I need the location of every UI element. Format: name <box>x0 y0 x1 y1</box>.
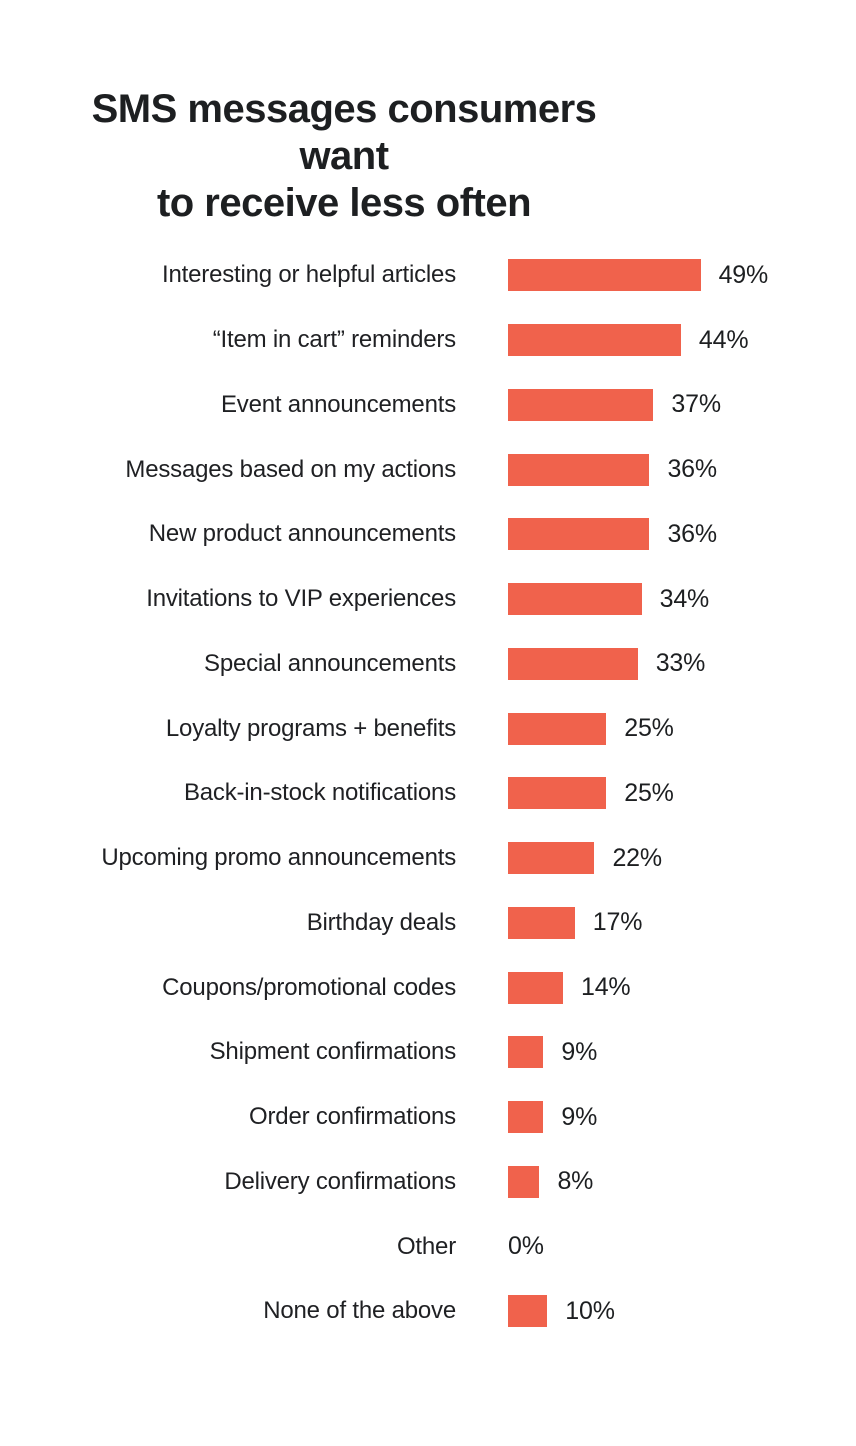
chart-row: None of the above 10% <box>0 1279 856 1344</box>
chart-row: Loyalty programs + benefits 25% <box>0 696 856 761</box>
bar <box>508 777 607 810</box>
chart-row: Shipment confirmations 9% <box>0 1020 856 1085</box>
bar <box>508 712 607 745</box>
bar <box>508 1036 544 1069</box>
bar-zone: 9% <box>508 1036 598 1069</box>
value-label: 9% <box>561 1037 598 1066</box>
bar-zone: 22% <box>508 842 662 875</box>
chart-row: Back-in-stock notifications 25% <box>0 761 856 826</box>
category-label: Other <box>396 1232 456 1260</box>
bar <box>508 971 564 1004</box>
value-label: 37% <box>671 390 721 419</box>
chart-row: Coupons/promotional codes 14% <box>0 955 856 1020</box>
value-label: 44% <box>698 325 749 354</box>
chart-title-line2: to receive less often <box>156 181 532 225</box>
chart-row: New product announcements 36% <box>0 502 856 567</box>
value-label: 10% <box>565 1296 615 1325</box>
value-label: 36% <box>667 519 717 548</box>
value-label: 25% <box>624 778 674 807</box>
category-label: Event announcements <box>220 390 456 418</box>
category-label: Coupons/promotional codes <box>162 973 456 1001</box>
category-label: Interesting or helpful articles <box>162 261 456 289</box>
bar <box>508 906 575 939</box>
chart-row: Birthday deals 17% <box>0 891 856 956</box>
chart-row: Order confirmations 9% <box>0 1085 856 1150</box>
category-label: “Item in cart” reminders <box>212 326 456 354</box>
category-label: None of the above <box>263 1297 456 1325</box>
bar-zone: 25% <box>508 712 674 745</box>
chart-row: “Item in cart” reminders 44% <box>0 308 856 373</box>
chart-row: Messages based on my actions 36% <box>0 437 856 502</box>
chart-row: Upcoming promo announcements 22% <box>0 826 856 891</box>
bar-zone: 25% <box>508 777 674 810</box>
category-label: Back-in-stock notifications <box>183 779 456 807</box>
bar <box>508 583 642 616</box>
category-label: Birthday deals <box>306 908 456 936</box>
value-label: 49% <box>718 260 769 289</box>
bar-zone: 9% <box>508 1101 598 1134</box>
value-label: 34% <box>659 584 710 613</box>
bar <box>508 1165 540 1198</box>
value-label: 14% <box>581 973 631 1002</box>
bar-zone: 17% <box>508 906 643 939</box>
value-label: 33% <box>655 649 706 678</box>
chart-row: Interesting or helpful articles 49% <box>0 243 856 308</box>
category-label: Shipment confirmations <box>209 1038 457 1066</box>
chart-title-line1: SMS messages consumers want <box>91 87 597 178</box>
chart-row: Delivery confirmations 8% <box>0 1150 856 1215</box>
chart-row: Special announcements 33% <box>0 632 856 697</box>
bar-zone: 10% <box>508 1295 615 1328</box>
bar-zone: 36% <box>508 453 717 486</box>
bar-zone: 14% <box>508 971 631 1004</box>
category-label: Messages based on my actions <box>125 455 456 483</box>
bar <box>508 1101 544 1134</box>
bar-zone: 8% <box>508 1165 594 1198</box>
bar <box>508 259 701 292</box>
bar <box>508 842 595 875</box>
chart-row: Other 0% <box>0 1214 856 1279</box>
bar-zone: 36% <box>508 518 717 551</box>
bar-zone: 49% <box>508 259 769 292</box>
bar <box>508 1295 548 1328</box>
value-label: 17% <box>592 908 643 937</box>
value-label: 25% <box>624 714 674 743</box>
bar <box>508 388 654 421</box>
chart-row: Invitations to VIP experiences 34% <box>0 567 856 632</box>
category-label: Invitations to VIP experiences <box>146 585 456 613</box>
value-label: 0% <box>508 1232 544 1261</box>
chart-title: SMS messages consumers want to receive l… <box>64 86 624 227</box>
category-label: New product announcements <box>148 520 456 548</box>
value-label: 8% <box>557 1167 594 1196</box>
bar-zone: 37% <box>508 388 721 421</box>
category-label: Order confirmations <box>249 1103 456 1131</box>
category-label: Delivery confirmations <box>224 1167 456 1195</box>
bar <box>508 647 638 680</box>
bar-chart: Interesting or helpful articles 49% “Ite… <box>0 243 856 1344</box>
value-label: 36% <box>667 455 717 484</box>
value-label: 9% <box>561 1102 598 1131</box>
value-label: 22% <box>612 843 662 872</box>
bar-zone: 34% <box>508 583 710 616</box>
category-label: Loyalty programs + benefits <box>165 714 456 742</box>
bar <box>508 518 650 551</box>
chart-row: Event announcements 37% <box>0 373 856 438</box>
category-label: Upcoming promo announcements <box>101 844 456 872</box>
bar <box>508 453 650 486</box>
bar <box>508 324 681 357</box>
bar-zone: 33% <box>508 647 706 680</box>
bar-zone: 0% <box>508 1232 544 1261</box>
bar-zone: 44% <box>508 324 749 357</box>
category-label: Special announcements <box>204 649 456 677</box>
